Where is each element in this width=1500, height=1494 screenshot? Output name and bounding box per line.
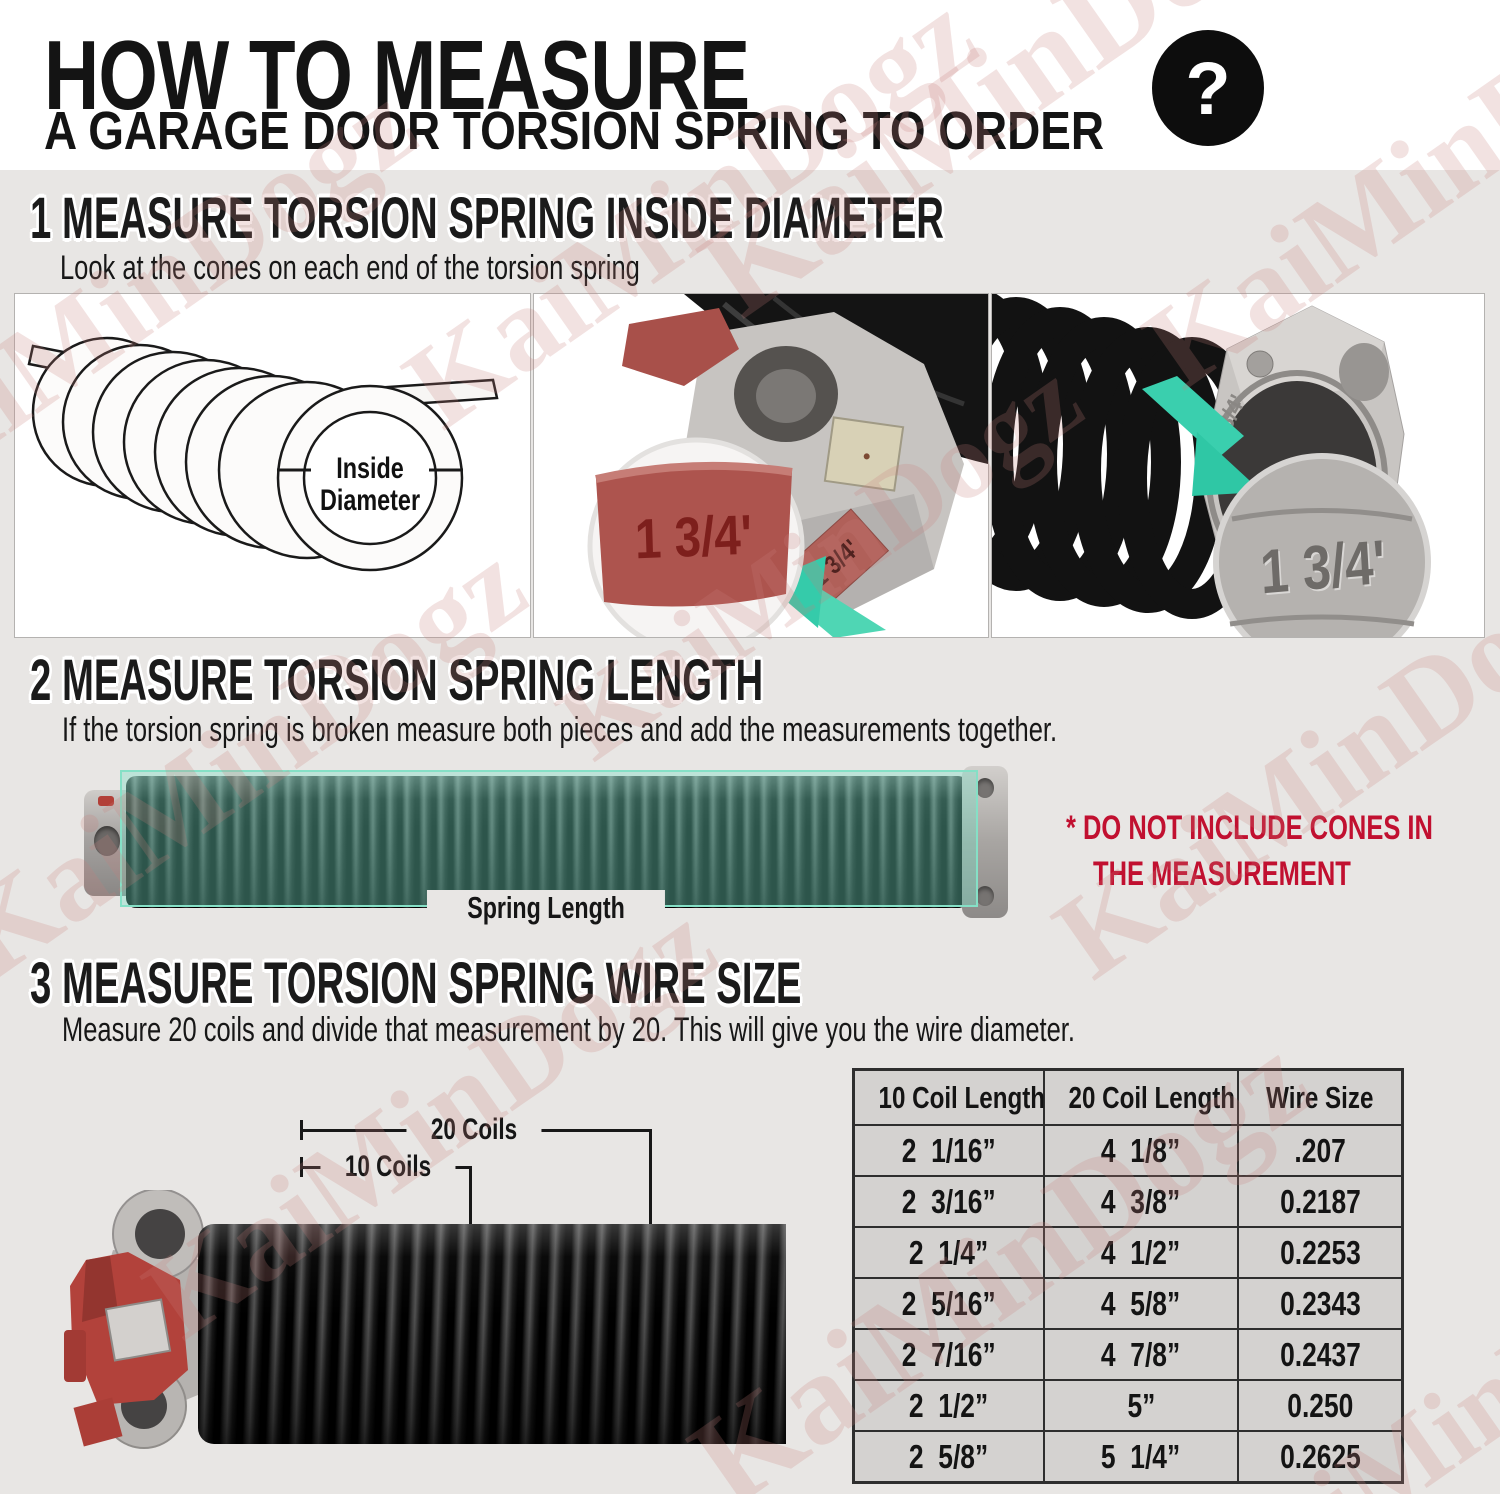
table-header-row: 10 Coil Length 20 Coil Length Wire Size: [852, 1068, 1404, 1126]
col-header-wire-size: Wire Size: [1237, 1068, 1404, 1126]
table-row: 2 1/16” 4 1/8” .207: [852, 1124, 1404, 1177]
col-header-20-coil: 20 Coil Length: [1042, 1068, 1240, 1126]
wire-size-table: 10 Coil Length 20 Coil Length Wire Size …: [852, 1068, 1404, 1484]
silver-flange-photo-panel: 1 3/4' 1 3/4' 1 3/4': [895, 287, 1485, 671]
warning-line2: THE MEASUREMENT: [1093, 854, 1351, 893]
cone-red-top: [622, 308, 739, 386]
cone-red-mark: [98, 796, 114, 806]
torsion-spring-photo: [126, 776, 968, 908]
teal-arrow-head: [1192, 432, 1262, 496]
silver-flange-photo: 1 3/4' 1 3/4' 1 3/4': [895, 287, 1431, 671]
section2-number: 2: [30, 648, 52, 713]
bracket-10-coils-left-tick: [300, 1157, 303, 1177]
bracket-10-coils-right-tick: [469, 1166, 472, 1224]
cones-warning-note: * DO NOT INCLUDE CONES IN THE MEASUREMEN…: [1066, 806, 1500, 898]
bracket-20-coils-label: 20 Coils: [406, 1113, 542, 1147]
section1-number: 1: [30, 186, 52, 251]
section1-subheading: Look at the cones on each end of the tor…: [60, 249, 640, 287]
table-row: 2 5/16” 4 5/8” 0.2343: [852, 1277, 1404, 1330]
page-subtitle: A GARAGE DOOR TORSION SPRING TO ORDER: [44, 101, 1105, 161]
table-row: 2 7/16” 4 7/8” 0.2437: [852, 1328, 1404, 1381]
section2-subheading: If the torsion spring is broken measure …: [62, 711, 1058, 749]
cast-logo-mark: [1246, 350, 1274, 378]
table-row: 2 5/8” 5 1/4” 0.2625: [852, 1430, 1404, 1484]
section3-heading: 3 MEASURE TORSION SPRING WIRE SIZE: [30, 955, 1199, 1013]
red-cone-photo: 1 3/4' 1 3/4': [587, 294, 988, 655]
red-cone-photo-panel: 1 3/4' 1 3/4': [533, 293, 989, 655]
section1-heading: 1 MEASURE TORSION SPRING INSIDE DIAMETER: [30, 190, 1415, 248]
bracket-20-coils-left-tick: [300, 1120, 303, 1140]
table-row: 2 1/4” 4 1/2” 0.2253: [852, 1226, 1404, 1279]
question-mark-icon: ?: [1152, 30, 1264, 146]
set-screw: [823, 416, 905, 492]
section3-number: 3: [30, 951, 52, 1016]
section1-heading-text: MEASURE TORSION SPRING INSIDE DIAMETER: [61, 186, 944, 251]
inside-diameter-label-line1: Inside: [336, 451, 404, 484]
spring-length-label: Spring Length: [426, 890, 666, 926]
spring-flange-right: [962, 766, 1008, 918]
inside-diameter-diagram-panel: Inside Diameter: [14, 293, 531, 638]
table-row: 2 3/16” 4 3/8” 0.2187: [852, 1175, 1404, 1228]
magnified-red-cone: [596, 465, 792, 607]
section2-heading-text: MEASURE TORSION SPRING LENGTH: [61, 648, 764, 713]
section2-heading: 2 MEASURE TORSION SPRING LENGTH: [30, 652, 1141, 710]
bracket-10-coils-label: 10 Coils: [320, 1150, 456, 1184]
col-header-10-coil: 10 Coil Length: [852, 1068, 1045, 1126]
spring-cone-left: [84, 790, 130, 896]
magnifier-marking: 1 3/4': [1258, 528, 1387, 607]
magnifier-marking-emboss: 1 3/4': [1260, 530, 1389, 609]
teal-arrow-shaft: [1142, 376, 1244, 458]
section3-heading-text: MEASURE TORSION SPRING WIRE SIZE: [61, 951, 802, 1016]
wire-size-photo-cone: [58, 1188, 218, 1470]
table-row: 2 1/2” 5” 0.250: [852, 1379, 1404, 1432]
page-title: HOW TO MEASURE: [44, 20, 750, 130]
wire-size-photo-spring: [198, 1224, 786, 1444]
inside-diameter-label-line2: Diameter: [320, 483, 421, 516]
red-cone-illustration: [64, 1188, 210, 1449]
set-screw: [104, 1298, 172, 1362]
spring-coil-diagram: Inside Diameter: [27, 336, 499, 572]
bracket-20-coils-right-tick: [649, 1129, 652, 1224]
teal-arrow-head: [764, 556, 826, 628]
cone-hole: [94, 826, 120, 856]
spring-length-highlight: [120, 770, 978, 907]
flange-bolt-hole-top: [1339, 343, 1389, 401]
warning-line1: * DO NOT INCLUDE CONES IN: [1066, 809, 1433, 847]
section3-subheading: Measure 20 coils and divide that measure…: [62, 1011, 1075, 1049]
magnifier-marking: 1 3/4': [634, 504, 753, 571]
